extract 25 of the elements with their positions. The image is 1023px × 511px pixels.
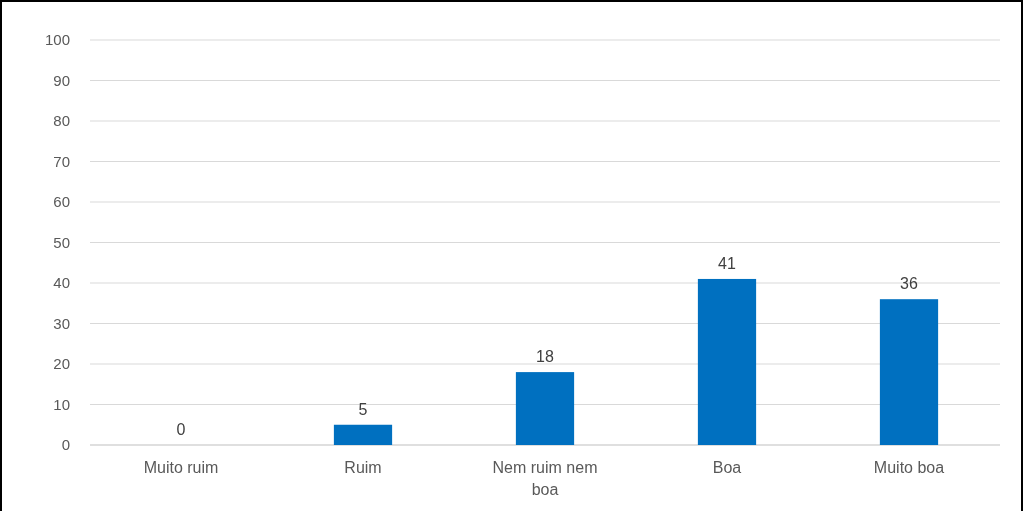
- y-tick-label: 90: [53, 71, 70, 89]
- data-label: 36: [900, 275, 918, 293]
- data-label: 41: [718, 254, 736, 272]
- y-tick-label: 0: [61, 436, 70, 454]
- data-label: 5: [358, 400, 368, 418]
- y-tick-label: 100: [44, 31, 70, 49]
- y-tick-label: 20: [53, 355, 70, 373]
- y-tick-label: 40: [53, 274, 70, 292]
- data-label: 18: [536, 348, 554, 366]
- y-tick-label: 60: [53, 193, 70, 211]
- y-tick-label: 70: [53, 152, 70, 170]
- x-tick-label: Muito ruim: [143, 459, 219, 476]
- data-label: 0: [176, 421, 186, 438]
- y-tick-label: 50: [53, 233, 70, 251]
- y-tick-label: 10: [53, 395, 70, 413]
- x-tick-label: Muito boa: [873, 459, 945, 476]
- bar: [333, 424, 393, 445]
- bar: [697, 278, 757, 445]
- y-tick-label: 80: [53, 112, 70, 130]
- y-tick-label: 30: [53, 314, 70, 332]
- x-tick-label: Boa: [712, 459, 742, 476]
- bar: [515, 372, 575, 445]
- x-tick-label: Nem ruim nem boa: [492, 459, 598, 498]
- x-tick-label: Ruim: [344, 459, 382, 476]
- bar: [879, 299, 939, 445]
